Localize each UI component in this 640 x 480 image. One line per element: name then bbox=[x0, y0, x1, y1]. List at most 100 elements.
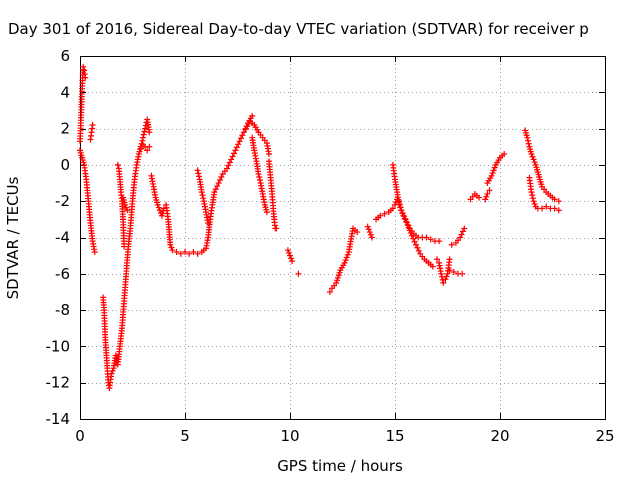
data-point bbox=[233, 144, 240, 151]
data-point bbox=[236, 138, 243, 145]
axis-ticks bbox=[80, 56, 606, 420]
data-point bbox=[525, 137, 531, 144]
data-point bbox=[141, 128, 148, 135]
data-point bbox=[438, 270, 445, 277]
data-point bbox=[405, 224, 412, 231]
data-point bbox=[123, 204, 130, 211]
data-point bbox=[169, 247, 176, 254]
x-tick-label: 25 bbox=[595, 427, 614, 445]
y-tick-label: -4 bbox=[55, 229, 70, 247]
x-axis-label: GPS time / hours bbox=[277, 457, 403, 475]
data-point bbox=[195, 170, 202, 177]
data-point bbox=[366, 229, 373, 236]
data-point bbox=[218, 174, 225, 180]
data-point bbox=[186, 250, 193, 257]
data-point bbox=[263, 209, 270, 216]
data-point bbox=[140, 134, 146, 141]
plot-frame bbox=[80, 56, 606, 420]
data-point bbox=[199, 192, 206, 199]
data-point bbox=[240, 129, 247, 136]
data-point bbox=[295, 270, 302, 277]
data-point bbox=[239, 132, 246, 139]
data-point bbox=[155, 204, 162, 211]
data-point bbox=[403, 218, 410, 225]
x-tick-label: 15 bbox=[385, 427, 404, 445]
data-point bbox=[555, 207, 562, 214]
data-point bbox=[124, 207, 131, 214]
data-point bbox=[457, 234, 464, 241]
data-point bbox=[214, 183, 221, 190]
data-point bbox=[399, 209, 406, 216]
data-point bbox=[413, 241, 419, 248]
data-point bbox=[138, 140, 145, 147]
data-point bbox=[459, 270, 466, 277]
data-point bbox=[249, 112, 256, 119]
data-point bbox=[476, 194, 482, 201]
x-tick-label: 10 bbox=[280, 427, 299, 445]
y-tick-label: 0 bbox=[60, 156, 70, 174]
data-point bbox=[212, 186, 219, 193]
data-point bbox=[365, 226, 372, 233]
data-point bbox=[429, 263, 436, 270]
data-point bbox=[529, 153, 536, 160]
x-tick-label: 20 bbox=[490, 427, 509, 445]
data-point bbox=[406, 227, 413, 234]
data-point bbox=[489, 170, 496, 177]
data-point bbox=[440, 279, 447, 286]
data-point bbox=[235, 141, 242, 148]
data-point bbox=[142, 125, 149, 132]
chart-title: Day 301 of 2016, Sidereal Day-to-day VTE… bbox=[8, 20, 589, 38]
data-point bbox=[217, 177, 223, 184]
y-tick-label: -10 bbox=[46, 337, 71, 355]
data-point bbox=[224, 165, 230, 172]
data-point bbox=[137, 145, 144, 152]
data-point bbox=[414, 244, 421, 251]
data-point bbox=[80, 63, 87, 70]
data-point bbox=[288, 255, 295, 262]
data-point bbox=[484, 190, 491, 197]
data-point bbox=[173, 249, 180, 256]
data-point bbox=[341, 259, 348, 266]
data-point bbox=[436, 238, 443, 245]
data-point bbox=[343, 254, 350, 261]
data-point bbox=[368, 234, 375, 241]
data-point bbox=[396, 201, 403, 208]
data-point bbox=[82, 74, 89, 81]
data-point bbox=[200, 195, 207, 202]
data-point bbox=[364, 223, 371, 230]
data-point bbox=[242, 126, 249, 133]
data-point bbox=[146, 143, 153, 150]
y-axis-label: SDTVAR / TECUs bbox=[4, 176, 22, 299]
data-point bbox=[491, 164, 498, 171]
data-point bbox=[525, 140, 532, 147]
data-point bbox=[415, 247, 422, 254]
data-point bbox=[342, 257, 349, 264]
data-point bbox=[407, 229, 414, 236]
data-point bbox=[483, 193, 490, 200]
data-point bbox=[458, 231, 465, 238]
data-point bbox=[401, 215, 408, 222]
data-point bbox=[196, 173, 202, 180]
data-point bbox=[389, 205, 396, 212]
y-tick-label: 2 bbox=[60, 120, 70, 138]
data-point bbox=[146, 129, 153, 136]
y-tick-label: -6 bbox=[55, 265, 70, 283]
data-point bbox=[256, 177, 263, 184]
data-point bbox=[404, 221, 411, 228]
data-point bbox=[551, 205, 558, 212]
data-point bbox=[446, 267, 453, 274]
data-point bbox=[168, 244, 175, 251]
data-point bbox=[501, 151, 508, 158]
data-point bbox=[539, 205, 545, 212]
y-tick-labels: 6 4 2 0 -2 -4 -6 -8 -10 -12 -14 bbox=[46, 47, 71, 428]
data-point bbox=[531, 200, 538, 207]
y-tick-label: 6 bbox=[60, 47, 70, 65]
data-point bbox=[232, 147, 239, 154]
grid-lines bbox=[80, 56, 605, 419]
y-tick-label: 4 bbox=[60, 83, 70, 101]
y-tick-label: -2 bbox=[55, 192, 70, 210]
y-tick-label: -14 bbox=[46, 410, 71, 428]
data-point bbox=[377, 212, 384, 219]
data-point bbox=[528, 151, 535, 158]
data-point bbox=[205, 219, 212, 226]
